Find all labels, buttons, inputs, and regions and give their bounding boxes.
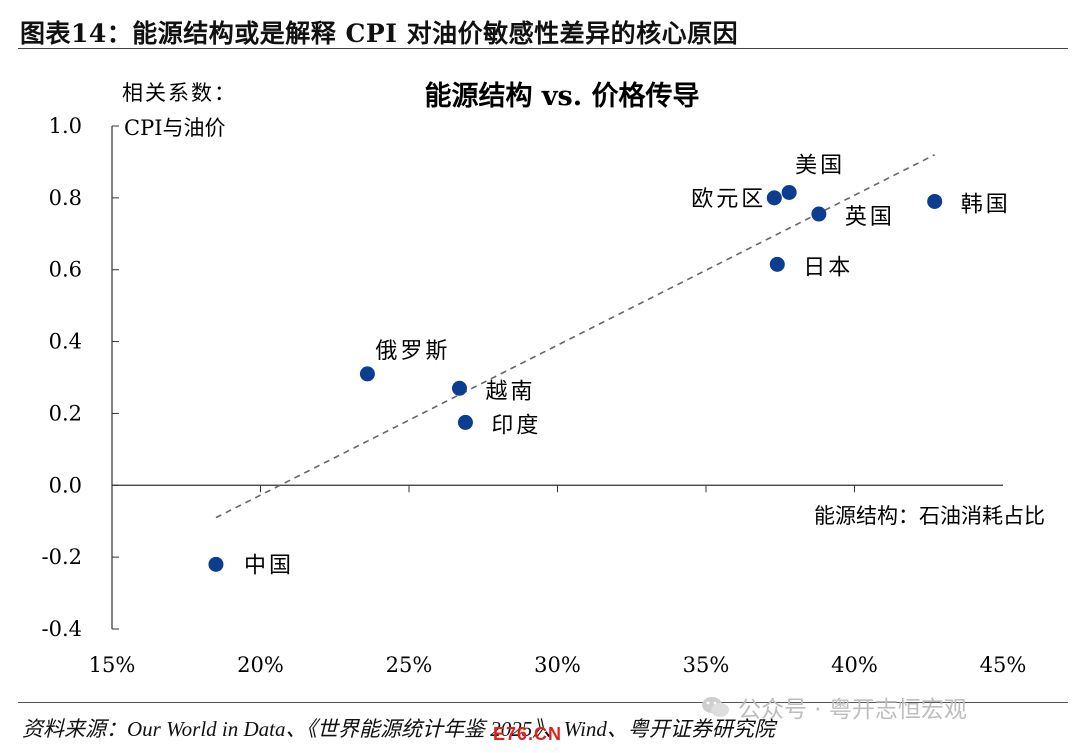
x-tick-label: 25% xyxy=(386,653,433,677)
y-axis-label-line1: 相关系数： xyxy=(122,81,237,105)
x-tick-label: 45% xyxy=(980,653,1027,677)
data-point xyxy=(208,556,224,572)
trendline xyxy=(215,154,936,519)
data-point xyxy=(457,414,473,430)
data-point xyxy=(359,366,375,382)
point-label: 韩国 xyxy=(961,192,1011,217)
x-axis-label: 能源结构：石油消耗占比 xyxy=(814,504,1045,528)
data-point xyxy=(769,256,785,272)
data-point xyxy=(766,190,782,206)
trendline-layer xyxy=(215,154,936,519)
wechat-icon xyxy=(702,697,729,717)
y-tick-label: -0.4 xyxy=(42,617,83,641)
point-label: 日本 xyxy=(803,255,853,280)
x-tick-label: 30% xyxy=(534,653,581,677)
source-note: 资料来源：Our World in Data、《世界能源统计年鉴 2025》、W… xyxy=(22,717,775,741)
y-tick-label: 1.0 xyxy=(49,114,82,138)
site-stamp: E76.CN xyxy=(493,724,563,744)
axes: 1.0 0.8 0.6 0.4 0.2 0.0 -0.2 -0.415% 20% 25% 30% 35… xyxy=(42,114,1027,677)
point-label: 英国 xyxy=(845,205,895,230)
data-point xyxy=(811,206,827,222)
data-point xyxy=(451,380,467,396)
footer-divider xyxy=(18,702,1068,703)
figure-header: 图表14：能源结构或是解释 CPI 对油价敏感性差异的核心原因 xyxy=(18,8,1068,49)
y-axis-label-line2: CPI与油价 xyxy=(124,116,226,140)
data-point xyxy=(781,184,797,200)
point-label: 欧元区 xyxy=(691,187,766,212)
y-tick-label: 0.0 xyxy=(49,473,82,497)
x-tick-label: 35% xyxy=(683,653,730,677)
point-label: 越南 xyxy=(485,379,535,404)
figure-title: 图表14：能源结构或是解释 CPI 对油价敏感性差异的核心原因 xyxy=(20,19,739,48)
y-tick-label: 0.4 xyxy=(49,330,82,354)
y-tick-label: 0.8 xyxy=(49,186,82,210)
data-point xyxy=(927,193,943,209)
x-tick-label: 20% xyxy=(237,653,284,677)
point-label: 俄罗斯 xyxy=(375,339,450,364)
watermark: 公众号 · 粤开志恒宏观 xyxy=(700,690,967,724)
scatter-chart: 能源结构 vs. 价格传导 相关系数： CPI与油价 能源结构：石油消耗占比 1… xyxy=(42,80,1046,677)
point-label: 美国 xyxy=(795,153,845,178)
point-label: 中国 xyxy=(244,553,294,578)
x-tick-label: 40% xyxy=(831,653,878,677)
y-tick-label: -0.2 xyxy=(42,545,83,569)
watermark-text: 公众号 · 粤开志恒宏观 xyxy=(738,697,967,723)
x-tick-label: 15% xyxy=(89,653,136,677)
y-tick-label: 0.2 xyxy=(49,401,82,425)
chart-title: 能源结构 vs. 价格传导 xyxy=(424,80,699,112)
y-tick-label: 0.6 xyxy=(49,258,82,282)
point-label: 印度 xyxy=(491,413,541,438)
